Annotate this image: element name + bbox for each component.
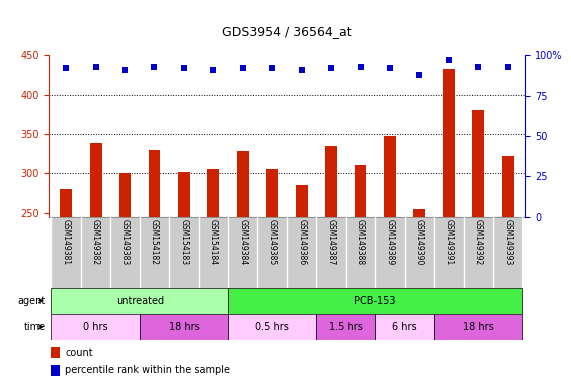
Text: GSM149390: GSM149390 <box>415 219 424 265</box>
Bar <box>464 217 493 288</box>
Text: GSM149388: GSM149388 <box>356 219 365 265</box>
Text: GSM154183: GSM154183 <box>179 219 188 265</box>
Text: count: count <box>65 348 93 358</box>
Text: GSM149384: GSM149384 <box>238 219 247 265</box>
Text: 18 hrs: 18 hrs <box>463 322 493 332</box>
Bar <box>405 217 434 288</box>
Bar <box>434 314 522 340</box>
Bar <box>316 217 346 288</box>
Text: GSM149383: GSM149383 <box>120 219 130 265</box>
Text: untreated: untreated <box>116 296 164 306</box>
Text: 0 hrs: 0 hrs <box>83 322 108 332</box>
Bar <box>110 217 140 288</box>
Point <box>474 63 483 70</box>
Point <box>91 63 100 70</box>
Text: GSM149392: GSM149392 <box>474 219 482 265</box>
Bar <box>296 185 308 217</box>
Point <box>356 63 365 70</box>
Bar <box>413 209 425 217</box>
Text: 0.5 hrs: 0.5 hrs <box>255 322 289 332</box>
Bar <box>51 365 61 376</box>
Text: 18 hrs: 18 hrs <box>168 322 199 332</box>
Bar <box>90 143 102 217</box>
Text: GSM154184: GSM154184 <box>209 219 218 265</box>
Text: GSM154182: GSM154182 <box>150 219 159 265</box>
Text: agent: agent <box>18 296 46 306</box>
Bar <box>237 151 248 217</box>
Bar <box>228 314 316 340</box>
Bar <box>355 165 367 217</box>
Bar <box>375 314 434 340</box>
Bar <box>119 173 131 217</box>
Point <box>209 67 218 73</box>
Text: GDS3954 / 36564_at: GDS3954 / 36564_at <box>222 25 352 38</box>
Bar <box>258 217 287 288</box>
Point <box>327 65 336 71</box>
Text: GSM149391: GSM149391 <box>444 219 453 265</box>
Text: percentile rank within the sample: percentile rank within the sample <box>65 365 230 375</box>
Point <box>62 65 71 71</box>
Bar <box>502 156 513 217</box>
Text: 1.5 hrs: 1.5 hrs <box>329 322 363 332</box>
Bar <box>199 217 228 288</box>
Bar <box>443 70 455 217</box>
Text: GSM149382: GSM149382 <box>91 219 100 265</box>
Bar <box>140 217 169 288</box>
Text: GSM149386: GSM149386 <box>297 219 306 265</box>
Bar <box>375 217 405 288</box>
Bar <box>287 217 316 288</box>
Bar <box>228 288 522 314</box>
Text: GSM149389: GSM149389 <box>385 219 395 265</box>
Point <box>385 65 395 71</box>
Bar <box>316 314 375 340</box>
Text: PCB-153: PCB-153 <box>355 296 396 306</box>
Bar <box>140 314 228 340</box>
Bar <box>346 217 375 288</box>
Bar <box>148 150 160 217</box>
Point <box>268 65 277 71</box>
Bar <box>472 110 484 217</box>
Bar <box>169 217 199 288</box>
Bar <box>493 217 522 288</box>
Point <box>150 63 159 70</box>
Bar <box>384 136 396 217</box>
Bar <box>434 217 464 288</box>
Point <box>179 65 188 71</box>
Bar <box>51 347 61 358</box>
Bar <box>266 169 278 217</box>
Bar <box>81 217 110 288</box>
Bar <box>228 217 258 288</box>
Text: GSM149381: GSM149381 <box>62 219 71 265</box>
Bar <box>51 288 228 314</box>
Point <box>297 67 306 73</box>
Bar <box>51 217 81 288</box>
Bar <box>325 146 337 217</box>
Point <box>120 67 130 73</box>
Point <box>444 57 453 63</box>
Point <box>238 65 247 71</box>
Bar <box>207 169 219 217</box>
Text: GSM149385: GSM149385 <box>268 219 277 265</box>
Text: GSM149393: GSM149393 <box>503 219 512 265</box>
Bar <box>178 172 190 217</box>
Point <box>503 63 512 70</box>
Bar <box>51 314 140 340</box>
Point <box>415 71 424 78</box>
Text: GSM149387: GSM149387 <box>327 219 336 265</box>
Text: time: time <box>23 322 46 332</box>
Text: 6 hrs: 6 hrs <box>392 322 417 332</box>
Bar <box>61 189 72 217</box>
